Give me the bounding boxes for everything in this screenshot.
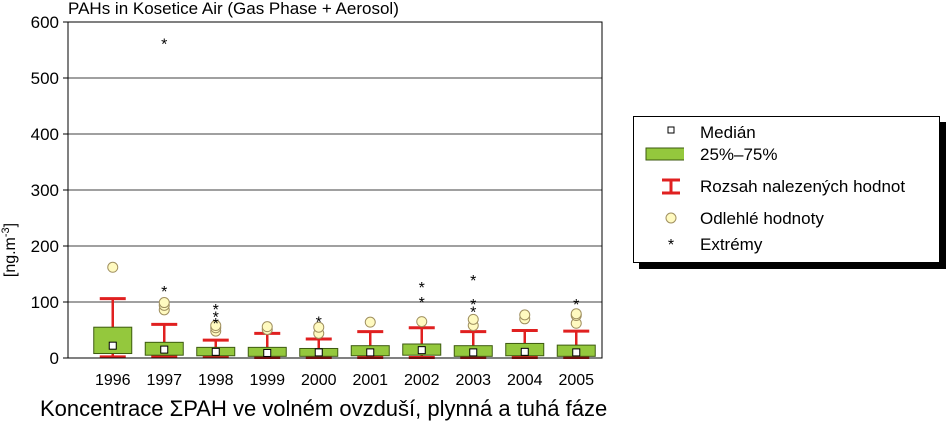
x-tick-label: 1998 — [198, 372, 234, 389]
outlier-symbol-icon — [665, 212, 677, 224]
boxes: ************ — [93, 37, 596, 359]
extreme-point: * — [161, 284, 167, 301]
x-axis-ticks: 1996 1997 1998 1999 2000 2001 2002 2003 2004 2005 — [95, 372, 594, 389]
legend-label-box: 25%–75% — [700, 145, 778, 164]
x-tick-label: 1997 — [146, 372, 182, 389]
median-marker — [469, 348, 478, 357]
legend-item-outlier: Odlehlé hodnoty — [634, 207, 939, 229]
x-tick-label: 2003 — [455, 372, 491, 389]
legend-label-extreme: Extrémy — [700, 235, 763, 254]
svg-text:*: * — [668, 237, 674, 254]
extreme-point: * — [419, 295, 425, 312]
median-marker — [572, 348, 581, 357]
box-group-1997: ** — [144, 37, 184, 359]
whisker-symbol-icon — [662, 178, 680, 195]
y-axis-label: [ng.m-3] — [0, 223, 19, 277]
legend: Medián 25%–75% Rozsah nalezených hodnot … — [633, 116, 940, 263]
extreme-point: * — [161, 37, 167, 54]
extreme-point: * — [573, 297, 579, 314]
median-symbol-icon — [667, 126, 675, 134]
outlier-point — [210, 320, 222, 332]
chart-title: PAHs in Kosetice Air (Gas Phase + Aeroso… — [68, 0, 399, 18]
median-marker — [314, 348, 323, 357]
legend-label-whisker: Rozsah nalezených hodnot — [700, 177, 906, 196]
extreme-point: * — [213, 309, 219, 326]
median-marker — [520, 347, 529, 356]
x-tick-label: 2000 — [301, 372, 337, 389]
median-marker — [417, 346, 426, 355]
x-tick-label: 2005 — [558, 372, 594, 389]
box-group-1998: *** — [196, 302, 236, 359]
box-group-2005: * — [556, 297, 596, 359]
outlier-point — [364, 316, 376, 328]
legend-item-box: 25%–75% — [634, 143, 939, 165]
extreme-point: * — [470, 304, 476, 321]
box-group-2000: * — [299, 314, 339, 359]
extreme-point: * — [470, 297, 476, 314]
outlier-point — [467, 313, 479, 325]
extreme-point: * — [419, 280, 425, 297]
y-tick-label: 200 — [31, 237, 59, 256]
x-tick-label: 2004 — [507, 372, 543, 389]
median-marker — [211, 347, 220, 356]
extreme-point: * — [470, 273, 476, 290]
median-marker — [263, 348, 272, 357]
y-tick-label: 100 — [31, 293, 59, 312]
x-tick-label: 2001 — [352, 372, 388, 389]
outlier-point — [261, 321, 273, 333]
outlier-point — [158, 297, 170, 309]
extreme-point: * — [213, 302, 219, 319]
iqr-box — [93, 326, 133, 355]
legend-label-median: Medián — [700, 123, 756, 142]
y-tick-label: 600 — [31, 13, 59, 32]
legend-item-whisker: Rozsah nalezených hodnot — [634, 175, 939, 197]
box-group-2002: ** — [402, 280, 442, 359]
box-group-1999 — [247, 321, 287, 359]
box-group-1996 — [93, 261, 133, 359]
grid — [68, 77, 602, 303]
legend-label-outlier: Odlehlé hodnoty — [700, 209, 824, 228]
outlier-point — [519, 309, 531, 321]
y-tick-label: 0 — [50, 349, 59, 368]
median-marker — [366, 348, 375, 357]
figure-caption: Koncentrace ΣPAH ve volném ovzduší, plyn… — [40, 396, 608, 421]
x-tick-label: 1996 — [95, 372, 131, 389]
outlier-point — [570, 308, 582, 320]
box-group-2003: *** — [453, 273, 493, 359]
y-tick-label: 300 — [31, 181, 59, 200]
plot-frame — [67, 21, 603, 359]
extreme-symbol-icon: * — [668, 237, 674, 254]
extreme-point: * — [316, 314, 322, 331]
x-tick-label: 1999 — [249, 372, 285, 389]
box-symbol-icon — [645, 147, 684, 161]
box-group-2004 — [505, 309, 545, 359]
x-tick-label: 2002 — [404, 372, 440, 389]
extreme-point: * — [213, 316, 219, 333]
y-tick-label: 500 — [31, 69, 59, 88]
y-axis-ticks: 0 100 200 300 400 500 600 — [31, 13, 68, 368]
box-group-2001 — [350, 316, 390, 359]
outlier-point — [416, 316, 428, 328]
legend-item-extreme: * Extrémy — [634, 233, 939, 255]
median-marker — [108, 341, 117, 350]
median-marker — [160, 345, 169, 354]
legend-item-median: Medián — [634, 121, 939, 143]
outlier-point — [313, 321, 325, 333]
y-tick-label: 400 — [31, 125, 59, 144]
outlier-point — [107, 261, 119, 273]
